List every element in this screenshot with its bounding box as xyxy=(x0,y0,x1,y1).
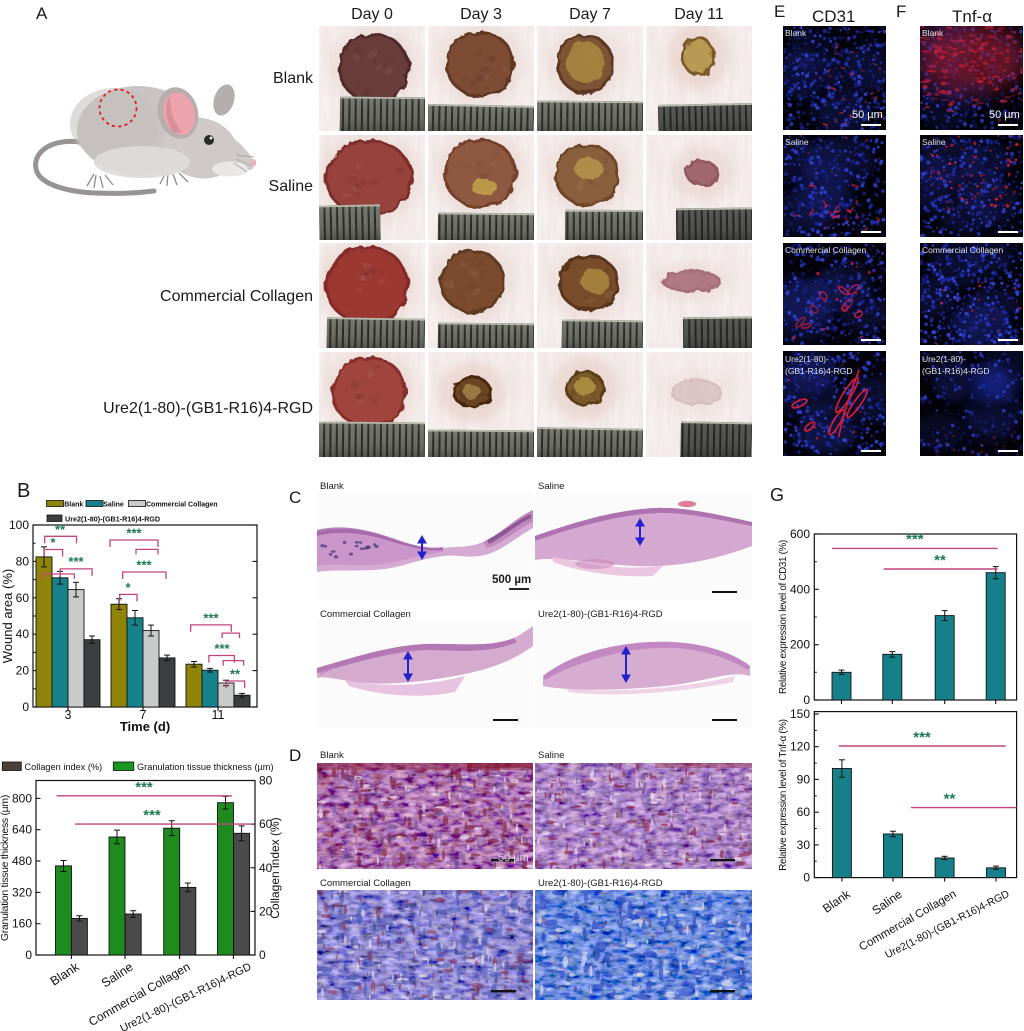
svg-text:Ure2(1-80)-(GB1-R16)4-RGD: Ure2(1-80)-(GB1-R16)4-RGD xyxy=(65,515,160,524)
svg-text:Time (d): Time (d) xyxy=(120,719,170,734)
svg-text:3: 3 xyxy=(65,708,72,722)
svg-text:40: 40 xyxy=(16,627,30,641)
svg-text:800: 800 xyxy=(12,791,32,805)
svg-text:***: *** xyxy=(126,526,142,541)
svg-text:20: 20 xyxy=(259,904,273,918)
svg-text:100: 100 xyxy=(9,518,29,532)
svg-text:0: 0 xyxy=(803,693,810,707)
svg-text:Saline: Saline xyxy=(103,502,124,509)
svg-text:200: 200 xyxy=(790,638,810,652)
svg-text:600: 600 xyxy=(790,527,810,541)
svg-text:60: 60 xyxy=(259,817,273,831)
svg-text:640: 640 xyxy=(12,823,32,837)
svg-text:***: *** xyxy=(135,779,153,796)
svg-text:**: ** xyxy=(934,552,946,569)
svg-text:*: * xyxy=(50,535,56,550)
svg-text:Granulation tissue thickness (: Granulation tissue thickness (µm) xyxy=(0,795,11,941)
svg-text:***: *** xyxy=(214,641,230,656)
svg-text:***: *** xyxy=(136,558,152,573)
svg-text:Collagen index (%): Collagen index (%) xyxy=(25,762,103,772)
svg-text:0: 0 xyxy=(22,700,29,714)
svg-text:Wound area (%): Wound area (%) xyxy=(0,569,15,663)
svg-text:Granulation tissue thickness (: Granulation tissue thickness (µm) xyxy=(137,762,274,772)
svg-text:30: 30 xyxy=(797,838,811,852)
svg-text:Collagen index (%): Collagen index (%) xyxy=(268,817,282,918)
svg-text:480: 480 xyxy=(12,854,32,868)
svg-text:20: 20 xyxy=(16,664,30,678)
svg-text:120: 120 xyxy=(790,740,810,754)
svg-text:40: 40 xyxy=(259,861,273,875)
svg-text:Relative expression level of C: Relative expression level of CD31 (%) xyxy=(778,540,789,694)
svg-text:Commercial Collagen: Commercial Collagen xyxy=(146,502,218,509)
svg-text:60: 60 xyxy=(16,591,30,605)
svg-text:160: 160 xyxy=(12,917,32,931)
svg-text:320: 320 xyxy=(12,885,32,899)
svg-text:*: * xyxy=(125,580,131,595)
svg-text:0: 0 xyxy=(25,948,32,962)
svg-text:Blank: Blank xyxy=(48,959,82,988)
svg-text:90: 90 xyxy=(797,772,811,786)
svg-text:Blank: Blank xyxy=(64,502,83,509)
svg-text:***: *** xyxy=(68,554,84,569)
svg-text:7: 7 xyxy=(140,708,147,722)
svg-text:***: *** xyxy=(203,611,219,626)
svg-text:0: 0 xyxy=(803,871,810,885)
svg-text:Saline: Saline xyxy=(99,960,136,991)
svg-text:80: 80 xyxy=(16,554,30,568)
svg-text:***: *** xyxy=(906,531,924,548)
svg-text:60: 60 xyxy=(797,805,811,819)
svg-text:150: 150 xyxy=(790,707,810,721)
svg-text:0: 0 xyxy=(259,948,266,962)
svg-text:**: ** xyxy=(55,522,66,537)
svg-text:400: 400 xyxy=(790,582,810,596)
svg-text:11: 11 xyxy=(212,708,225,722)
svg-text:***: *** xyxy=(143,807,161,824)
svg-text:**: ** xyxy=(230,667,241,682)
svg-text:80: 80 xyxy=(259,774,273,788)
